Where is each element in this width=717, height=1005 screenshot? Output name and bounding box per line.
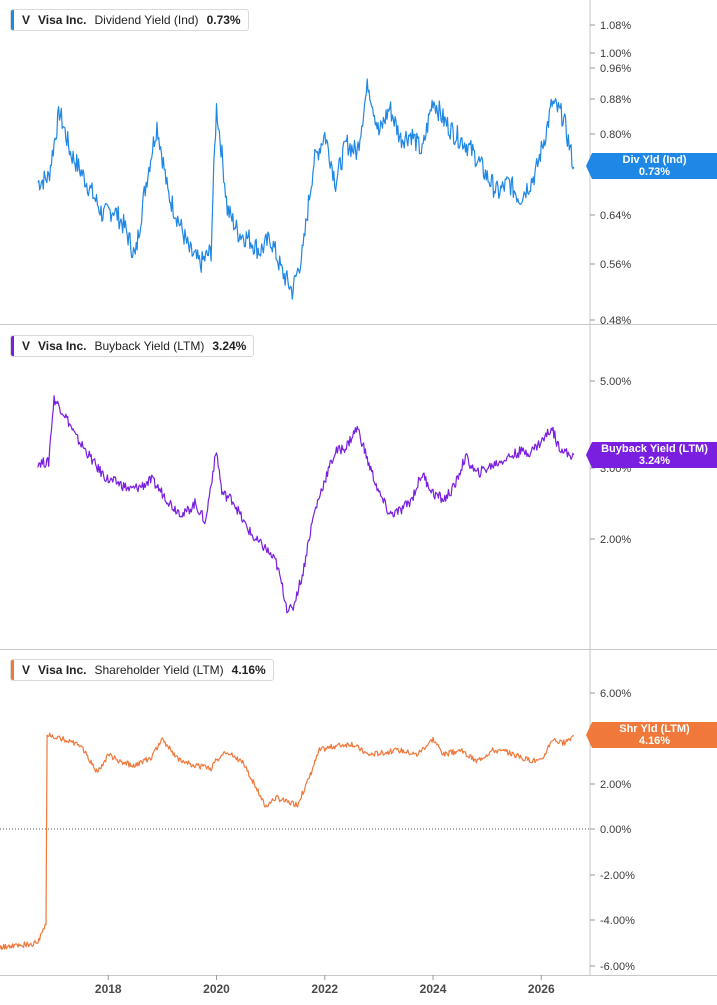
legend-swatch — [11, 660, 14, 680]
series-line-buyback — [37, 395, 575, 614]
value-badge-buyback: Buyback Yield (LTM) 3.24% — [586, 442, 717, 468]
y-tick-label: -6.00% — [600, 961, 635, 973]
y-tick-label: 0.64% — [600, 210, 631, 222]
series-line-shareholder — [0, 732, 575, 950]
x-tick-label: 2018 — [95, 982, 122, 996]
legend-value: 3.24% — [212, 339, 247, 353]
y-tick-label: 2.00% — [600, 779, 631, 791]
legend-ticker: V — [22, 663, 31, 677]
badge-value: 4.16% — [638, 735, 671, 747]
legend-swatch — [11, 336, 14, 356]
legend-swatch — [11, 10, 14, 30]
legend-company: Visa Inc. — [38, 13, 87, 27]
legend-ticker: V — [22, 13, 31, 27]
y-tick-label: 0.96% — [600, 63, 631, 75]
value-badge-dividend: Div Yld (Ind) 0.73% — [586, 153, 717, 179]
legend-shareholder-yield: V Visa Inc. Shareholder Yield (LTM) 4.16… — [10, 659, 274, 681]
x-tick-label: 2020 — [203, 982, 230, 996]
value-badge-shareholder: Shr Yld (LTM) 4.16% — [586, 722, 717, 748]
legend-company: Visa Inc. — [38, 339, 87, 353]
legend-value: 0.73% — [206, 13, 241, 27]
legend-ticker: V — [22, 339, 31, 353]
badge-label: Div Yld (Ind) — [622, 154, 687, 166]
y-tick-label: 5.00% — [600, 376, 631, 388]
badge-value: 3.24% — [638, 455, 671, 467]
y-tick-label: 1.00% — [600, 48, 631, 60]
badge-label: Buyback Yield (LTM) — [601, 443, 708, 455]
y-tick-label: 0.56% — [600, 259, 631, 271]
x-tick-label: 2022 — [311, 982, 338, 996]
y-tick-label: 0.48% — [600, 315, 631, 327]
y-tick-label: -2.00% — [600, 870, 635, 882]
badge-value: 0.73% — [638, 166, 671, 178]
x-tick-label: 2024 — [420, 982, 447, 996]
legend-metric: Buyback Yield (LTM) — [94, 339, 205, 353]
legend-dividend-yield: V Visa Inc. Dividend Yield (Ind) 0.73% — [10, 9, 249, 31]
y-tick-label: 0.88% — [600, 94, 631, 106]
legend-metric: Shareholder Yield (LTM) — [94, 663, 224, 677]
x-tick-label: 2026 — [528, 982, 555, 996]
legend-value: 4.16% — [231, 663, 266, 677]
y-tick-label: 1.08% — [600, 20, 631, 32]
legend-metric: Dividend Yield (Ind) — [94, 13, 199, 27]
legend-company: Visa Inc. — [38, 663, 87, 677]
legend-buyback-yield: V Visa Inc. Buyback Yield (LTM) 3.24% — [10, 335, 255, 357]
badge-label: Shr Yld (LTM) — [619, 723, 690, 735]
y-tick-label: 2.00% — [600, 534, 631, 546]
y-tick-label: 6.00% — [600, 688, 631, 700]
y-tick-label: 0.80% — [600, 129, 631, 141]
y-tick-label: -4.00% — [600, 915, 635, 927]
series-line-dividend — [37, 78, 575, 300]
y-tick-label: 0.00% — [600, 824, 631, 836]
